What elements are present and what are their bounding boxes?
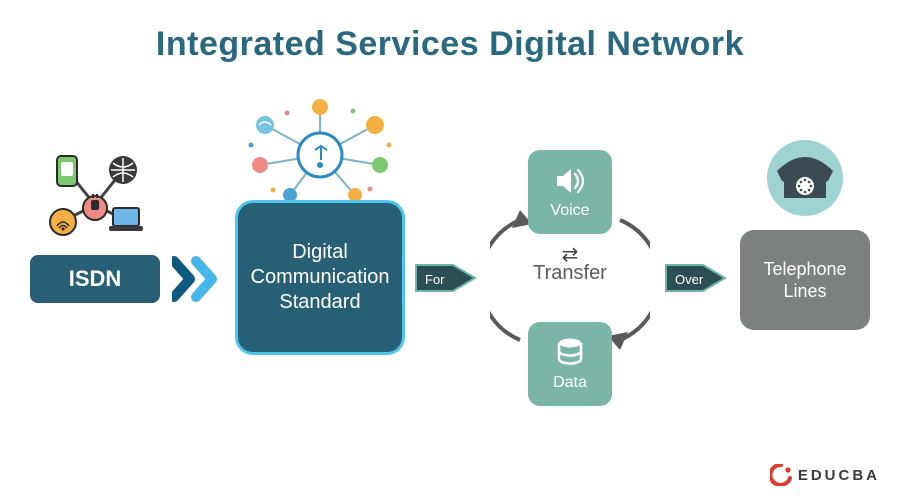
logo-icon <box>770 464 792 486</box>
data-tile: Data <box>528 322 612 406</box>
isdn-node: ISDN <box>30 255 160 303</box>
speaker-icon <box>553 164 587 198</box>
logo-text: EDUCBA <box>798 467 880 484</box>
network-devices-icon <box>45 150 145 245</box>
over-arrow: Over <box>665 258 727 298</box>
isdn-label: ISDN <box>69 265 122 293</box>
telephone-icon <box>765 138 845 218</box>
diagram-stage: ISDN Digital Communication Standard <box>0 120 900 440</box>
dcs-label: Digital Communication Standard <box>251 240 390 315</box>
for-arrow: For <box>415 258 477 298</box>
voice-label: Voice <box>550 202 589 220</box>
dcs-node: Digital Communication Standard <box>235 200 405 355</box>
data-label: Data <box>553 374 587 392</box>
transfer-cycle: Voice ⇄ Transfer Data <box>480 150 660 405</box>
brand-logo: EDUCBA <box>770 464 880 486</box>
chevron-right-icon <box>172 255 227 303</box>
for-arrow-label: For <box>425 272 445 287</box>
telephone-node: Telephone Lines <box>740 230 870 330</box>
telephone-label: Telephone Lines <box>763 258 846 303</box>
database-icon <box>553 336 587 370</box>
network-burst-icon <box>245 95 395 205</box>
transfer-label: Transfer <box>480 262 660 285</box>
over-arrow-label: Over <box>675 272 703 287</box>
voice-tile: Voice <box>528 150 612 234</box>
page-title: Integrated Services Digital Network <box>0 0 900 64</box>
